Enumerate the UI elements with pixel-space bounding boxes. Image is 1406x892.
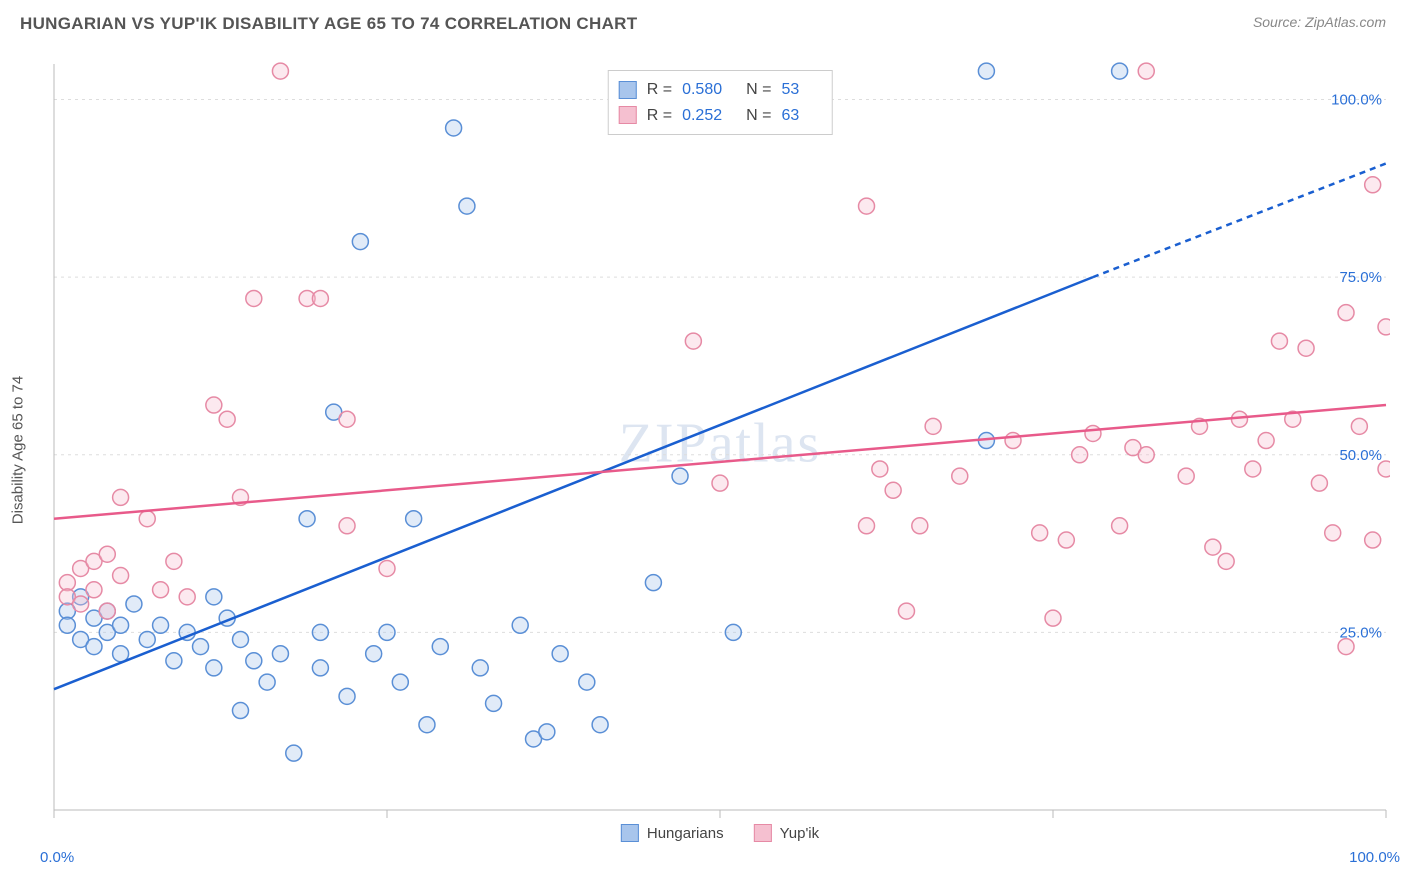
- svg-text:50.0%: 50.0%: [1339, 447, 1382, 464]
- y-axis-label: Disability Age 65 to 74: [10, 376, 27, 524]
- stats-row-hungarians: R = 0.580 N = 53: [619, 77, 814, 103]
- n-value-yupik: 63: [781, 103, 799, 129]
- legend-label-yupik: Yup'ik: [780, 825, 820, 842]
- x-tick-100: 100.0%: [1349, 849, 1400, 866]
- stats-row-yupik: R = 0.252 N = 63: [619, 103, 814, 129]
- legend-label-hungarians: Hungarians: [647, 825, 724, 842]
- plot-container: Disability Age 65 to 74 ZIPatlas 25.0%50…: [50, 60, 1390, 840]
- svg-text:75.0%: 75.0%: [1339, 269, 1382, 286]
- source-attribution: Source: ZipAtlas.com: [1253, 14, 1386, 30]
- x-tick-0: 0.0%: [40, 849, 74, 866]
- swatch-yupik: [619, 106, 637, 124]
- series-legend: Hungarians Yup'ik: [621, 824, 819, 842]
- n-label: N =: [746, 103, 771, 129]
- scatter-plot-svg: 25.0%50.0%75.0%100.0%: [50, 60, 1390, 840]
- r-value-hungarians: 0.580: [682, 77, 722, 103]
- svg-text:100.0%: 100.0%: [1331, 92, 1382, 109]
- legend-swatch-yupik: [754, 824, 772, 842]
- legend-item-hungarians: Hungarians: [621, 824, 724, 842]
- legend-swatch-hungarians: [621, 824, 639, 842]
- stats-legend-box: R = 0.580 N = 53 R = 0.252 N = 63: [608, 70, 833, 135]
- n-value-hungarians: 53: [781, 77, 799, 103]
- r-label: R =: [647, 77, 672, 103]
- chart-title: HUNGARIAN VS YUP'IK DISABILITY AGE 65 TO…: [20, 14, 637, 34]
- header-bar: HUNGARIAN VS YUP'IK DISABILITY AGE 65 TO…: [0, 0, 1406, 44]
- legend-item-yupik: Yup'ik: [754, 824, 820, 842]
- r-label: R =: [647, 103, 672, 129]
- swatch-hungarians: [619, 81, 637, 99]
- r-value-yupik: 0.252: [682, 103, 722, 129]
- n-label: N =: [746, 77, 771, 103]
